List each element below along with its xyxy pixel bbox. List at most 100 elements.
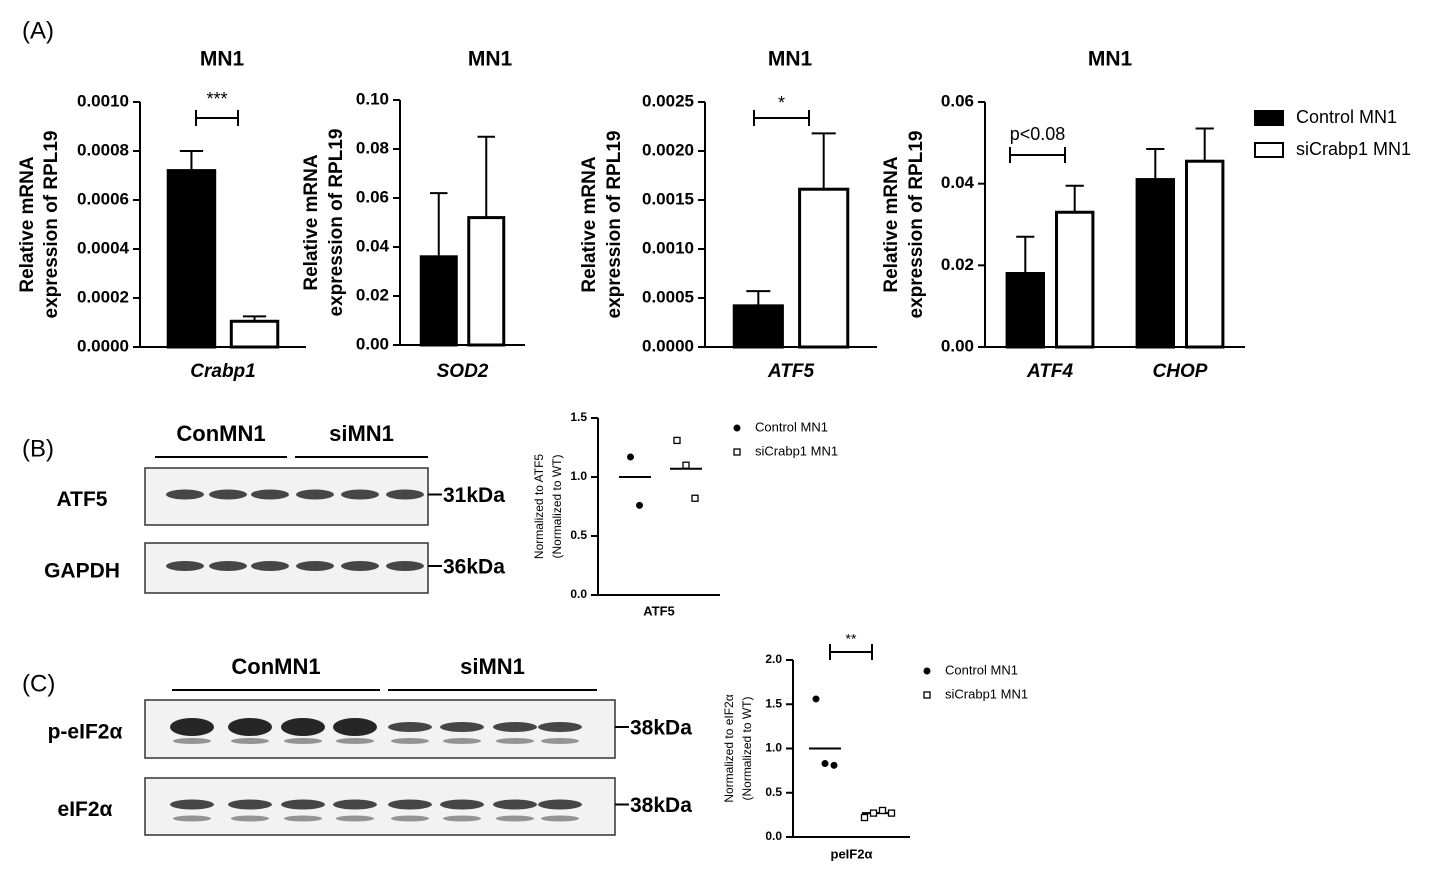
- bar: [1055, 210, 1095, 349]
- y-tick-label: 0.0000: [642, 336, 694, 355]
- band: [390, 738, 430, 744]
- x-tick-label: peIF2α: [831, 846, 873, 861]
- y-axis-label: expression of RPL19: [906, 131, 927, 319]
- legend-marker: [923, 667, 931, 675]
- bar: [732, 304, 784, 349]
- legend-label: siCrabp1 MN1: [755, 443, 838, 458]
- band: [493, 799, 537, 810]
- y-tick-label: 2.0: [765, 652, 782, 666]
- band: [538, 722, 582, 732]
- bar: [1185, 159, 1225, 349]
- legend-swatch: [1254, 110, 1284, 126]
- y-axis-label: (Normalized to WT): [550, 454, 564, 558]
- band: [172, 815, 212, 822]
- y-tick-label: 0.0004: [77, 238, 130, 257]
- band: [540, 815, 580, 822]
- y-tick-label: 0.5: [765, 785, 782, 799]
- legend-label: Control MN1: [945, 662, 1018, 677]
- y-tick-label: 0.04: [356, 236, 390, 255]
- chart-title: MN1: [1088, 48, 1133, 71]
- x-tick-label: Crabp1: [190, 361, 255, 382]
- band: [335, 815, 375, 822]
- lane-group-label: siMN1: [460, 654, 525, 679]
- band: [495, 815, 535, 822]
- data-point: [887, 809, 896, 817]
- blot: [144, 777, 616, 836]
- band: [495, 738, 535, 744]
- band: [251, 561, 289, 571]
- data-point: [869, 809, 878, 817]
- band: [172, 738, 212, 744]
- band: [281, 718, 325, 736]
- bar: [419, 255, 458, 347]
- band: [283, 815, 323, 822]
- x-tick-label: SOD2: [437, 361, 489, 382]
- data-point: [830, 761, 838, 769]
- band: [230, 738, 270, 744]
- blot: [144, 699, 616, 759]
- band: [209, 561, 247, 571]
- band: [281, 799, 325, 810]
- y-tick-label: 0.0020: [642, 140, 694, 159]
- data-point: [860, 813, 869, 822]
- bar: [1135, 178, 1175, 349]
- y-tick-label: 1.0: [570, 469, 587, 483]
- band: [283, 738, 323, 744]
- legend-swatch: [1254, 142, 1284, 158]
- band: [341, 489, 379, 500]
- annotation: *: [778, 93, 785, 113]
- band: [170, 718, 214, 736]
- band: [540, 738, 580, 744]
- x-tick-label: ATF4: [1026, 361, 1074, 382]
- y-axis-label: Relative mRNA: [881, 156, 902, 292]
- y-tick-label: 1.5: [765, 696, 782, 710]
- y-tick-label: 0.0000: [77, 336, 129, 355]
- data-point: [636, 501, 643, 509]
- chart-title: MN1: [768, 48, 813, 71]
- band: [170, 799, 214, 810]
- band: [390, 815, 430, 822]
- legend-marker: [733, 448, 741, 456]
- band: [493, 722, 537, 732]
- x-tick-label: CHOP: [1153, 361, 1208, 382]
- y-tick-label: 0.10: [356, 89, 389, 108]
- band: [386, 561, 424, 571]
- y-tick-label: 0.04: [941, 173, 975, 192]
- data-point: [673, 436, 681, 445]
- y-axis-label: expression of RPL19: [41, 131, 62, 319]
- legend-label: siCrabp1 MN1: [945, 686, 1028, 701]
- row-label: ATF5: [57, 488, 108, 511]
- panel-label: (C): [22, 670, 55, 697]
- lane-group-label: ConMN1: [231, 654, 320, 679]
- band: [251, 489, 289, 500]
- band: [442, 738, 482, 744]
- legend-label: Control MN1: [755, 419, 828, 434]
- y-axis-label: Relative mRNA: [17, 156, 38, 292]
- band: [230, 815, 270, 822]
- y-axis-label: Normalized to eIF2α: [722, 694, 736, 802]
- data-point: [812, 695, 820, 703]
- panel-label: (B): [22, 435, 54, 462]
- y-tick-label: 0.06: [356, 187, 389, 206]
- y-tick-label: 0.0010: [77, 91, 129, 110]
- y-tick-label: 0.00: [941, 336, 974, 355]
- size-label: 31kDa: [443, 484, 505, 507]
- data-point: [691, 494, 699, 502]
- legend-label: siCrabp1 MN1: [1296, 139, 1411, 159]
- data-point: [821, 760, 829, 768]
- chart-title: MN1: [468, 48, 513, 71]
- row-label: p-eIF2α: [48, 721, 123, 744]
- band: [341, 561, 379, 571]
- band: [296, 561, 334, 571]
- band: [333, 799, 377, 810]
- y-axis-label: (Normalized to WT): [740, 696, 754, 800]
- bar: [467, 216, 506, 347]
- band: [388, 799, 432, 810]
- y-tick-label: 0.0: [765, 829, 782, 843]
- y-tick-label: 0.0015: [642, 189, 694, 208]
- y-tick-label: 1.0: [765, 741, 782, 755]
- band: [538, 799, 582, 810]
- y-tick-label: 0.06: [941, 91, 974, 110]
- y-tick-label: 0.0008: [77, 140, 129, 159]
- lane-group-label: siMN1: [329, 421, 394, 446]
